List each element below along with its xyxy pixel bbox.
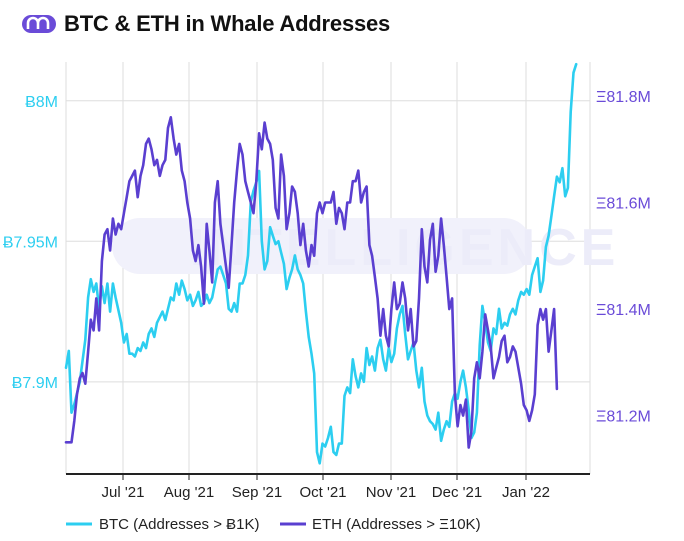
left-tick-label: Ƀ7.9M [12,375,58,392]
right-tick-label: Ξ81.6M [596,196,651,213]
chart-legend: BTC (Addresses > Ƀ1K) ETH (Addresses > Ξ… [66,516,481,533]
chart-header: BTC & ETH in Whale Addresses [22,8,390,40]
intotheblock-logo-icon [22,15,56,33]
right-axis-ticks: Ξ81.2M Ξ81.4M Ξ81.6M Ξ81.8M [596,89,651,426]
x-tick-label: Jan '22 [502,484,550,501]
x-tick-label: Nov '21 [366,484,416,501]
eth-series-line [64,116,559,449]
right-tick-label: Ξ81.4M [596,302,651,319]
x-tick-label: Oct '21 [299,484,346,501]
x-tick-label: Jul '21 [102,484,145,501]
x-tick-label: Aug '21 [164,484,214,501]
right-tick-label: Ξ81.8M [596,89,651,106]
legend-eth-label: ETH (Addresses > Ξ10K) [312,516,481,533]
watermark-text: INTELLIGENCE [190,219,619,277]
right-tick-label: Ξ81.2M [596,409,651,426]
x-axis-ticks: Jul '21 Aug '21 Sep '21 Oct '21 Nov '21 Dec '… [102,474,550,501]
series-layer [64,62,578,465]
left-axis-ticks: Ƀ7.9M Ƀ7.95M Ƀ8M [3,94,58,392]
chart-title: BTC & ETH in Whale Addresses [64,11,391,36]
x-tick-label: Sep '21 [232,484,282,501]
x-tick-label: Dec '21 [432,484,482,501]
left-tick-label: Ƀ8M [25,94,58,111]
legend-btc-label: BTC (Addresses > Ƀ1K) [99,516,259,533]
left-tick-label: Ƀ7.95M [3,234,58,251]
btc-series-line [64,62,578,465]
